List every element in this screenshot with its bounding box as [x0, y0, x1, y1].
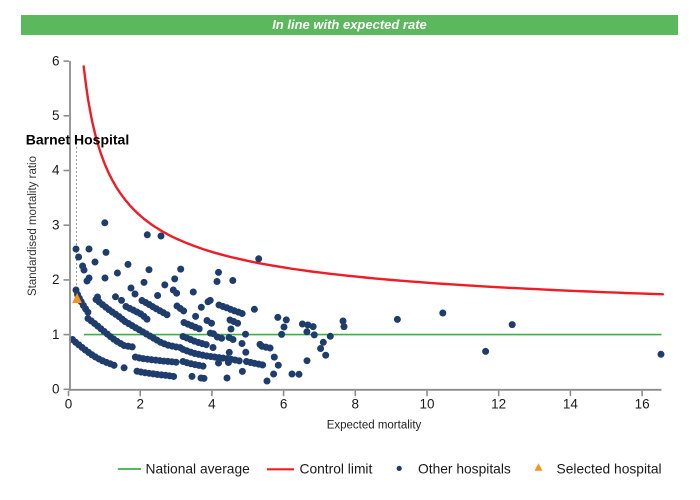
svg-text:Selected hospital: Selected hospital — [557, 462, 662, 477]
svg-text:0: 0 — [65, 397, 73, 412]
svg-text:3: 3 — [52, 217, 60, 232]
svg-text:Control limit: Control limit — [300, 462, 373, 477]
svg-text:6: 6 — [52, 53, 60, 68]
svg-text:0: 0 — [52, 382, 60, 397]
svg-text:Other hospitals: Other hospitals — [418, 462, 511, 477]
svg-text:14: 14 — [563, 397, 579, 412]
svg-text:2: 2 — [136, 397, 144, 412]
svg-text:5: 5 — [52, 108, 60, 123]
svg-text:10: 10 — [419, 397, 434, 412]
svg-text:8: 8 — [352, 397, 360, 412]
svg-text:Standardised mortality ratio: Standardised mortality ratio — [27, 156, 39, 296]
svg-text:16: 16 — [635, 397, 650, 412]
svg-text:Expected mortality: Expected mortality — [327, 420, 422, 432]
svg-text:National average: National average — [146, 462, 251, 477]
svg-text:6: 6 — [280, 397, 288, 412]
svg-text:2: 2 — [52, 272, 60, 287]
svg-text:Barnet Hospital: Barnet Hospital — [26, 132, 129, 148]
svg-text:4: 4 — [208, 397, 216, 412]
svg-text:1: 1 — [52, 327, 60, 342]
svg-text:12: 12 — [491, 397, 506, 412]
svg-text:4: 4 — [52, 163, 60, 178]
